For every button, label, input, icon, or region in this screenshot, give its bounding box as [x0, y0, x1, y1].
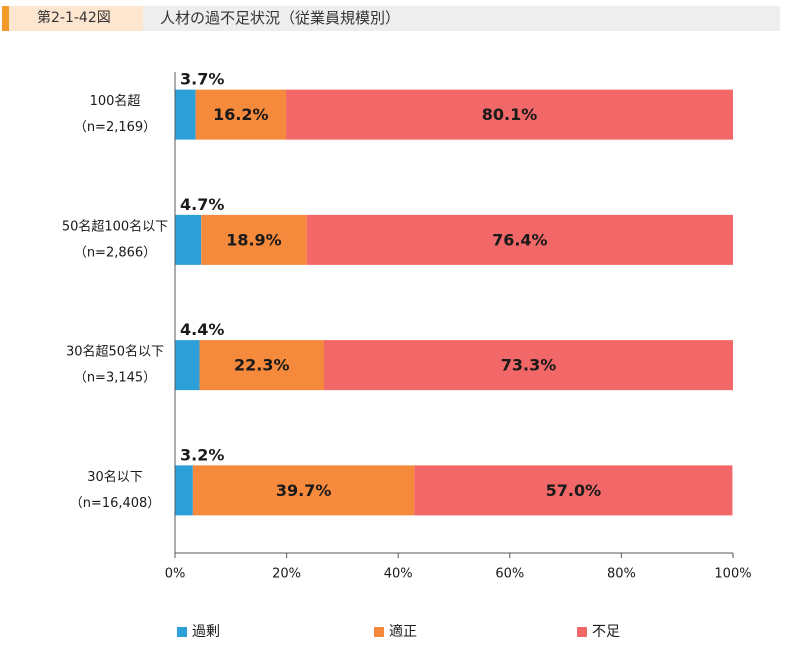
category-sample-size-1: （n=2,169）	[74, 120, 156, 135]
legend-swatch-1	[177, 627, 187, 637]
bar-group-4	[175, 465, 733, 516]
figure-header: 第2-1-42図 人材の過不足状況（従業員規模別）	[2, 6, 780, 31]
x-tick-label-5: 80%	[607, 567, 636, 582]
category-labels: 100名超 （n=2,169） 50名超100名以下 （n=2,866） 30名超50名…	[62, 93, 168, 511]
bars	[175, 89, 733, 516]
bar-segment-series-3-category-3	[323, 340, 733, 391]
bar-segment-series-2-category-2	[201, 214, 307, 265]
data-label-series-1-category-1: 3.7%	[180, 70, 224, 89]
x-tick-label-1: 0%	[165, 567, 186, 582]
bar-group-1	[175, 89, 733, 140]
data-label-series-1-category-2: 4.7%	[180, 195, 224, 214]
data-label-series-3-category-3: 73.3%	[501, 356, 557, 375]
bar-group-3	[175, 340, 733, 391]
x-tick-label-6: 100%	[714, 567, 751, 582]
legend-swatch-2	[374, 627, 384, 637]
bar-segment-series-3-category-1	[286, 89, 733, 140]
category-sample-size-4: （n=16,408）	[70, 496, 161, 511]
category-label-4: 30名以下	[87, 469, 143, 485]
legend-label-3: 不足	[592, 624, 620, 640]
header-accent-bar	[2, 6, 9, 31]
bar-segment-series-1-category-2	[175, 214, 202, 265]
data-label-series-3-category-2: 76.4%	[492, 230, 548, 249]
bar-segment-series-1-category-4	[175, 465, 193, 516]
data-label-series-1-category-3: 4.4%	[180, 320, 224, 339]
data-labels: 3.7% 16.2% 80.1% 4.7%18.9% 76.4% 4.4% 22.3% 73.…	[180, 70, 601, 500]
category-sample-size-3: （n=3,145）	[74, 371, 156, 386]
bar-segment-series-1-category-1	[175, 89, 196, 140]
legend-swatch-3	[577, 627, 587, 637]
legend-label-2: 適正	[389, 623, 417, 640]
bar-segment-series-2-category-1	[195, 89, 287, 140]
bar-group-2	[175, 214, 733, 265]
data-label-series-2-category-4: 39.7%	[276, 481, 332, 500]
figure-number: 第2-1-42図	[9, 6, 143, 31]
category-label-3: 30名超50名以下	[66, 344, 164, 360]
bar-segment-series-2-category-4	[192, 465, 415, 516]
bar-segment-series-3-category-4	[414, 465, 733, 516]
data-label-series-1-category-4: 3.2%	[180, 445, 224, 464]
x-tick-label-3: 40%	[384, 567, 413, 582]
bar-segment-series-1-category-3	[175, 340, 200, 391]
category-label-2: 50名超100名以下	[62, 218, 168, 234]
data-label-series-2-category-2: 18.9%	[226, 230, 282, 249]
category-label-1: 100名超	[90, 93, 141, 109]
x-tick-label-2: 20%	[272, 567, 301, 582]
bar-segment-series-2-category-3	[199, 340, 324, 391]
x-tick-label-4: 60%	[495, 567, 524, 582]
legend-label-1: 過剰	[192, 624, 220, 640]
bar-segment-series-3-category-2	[306, 214, 733, 265]
axes: 0% 20% 40% 60% 80% 100%	[165, 72, 752, 582]
data-label-series-3-category-1: 80.1%	[482, 105, 538, 124]
data-label-series-3-category-4: 57.0%	[546, 481, 602, 500]
data-label-series-2-category-1: 16.2%	[213, 105, 269, 124]
category-sample-size-2: （n=2,866）	[74, 245, 156, 260]
data-label-series-2-category-3: 22.3%	[234, 356, 290, 375]
figure-title: 人材の過不足状況（従業員規模別）	[143, 6, 780, 31]
legend: 過剰 適正 不足	[177, 623, 620, 640]
